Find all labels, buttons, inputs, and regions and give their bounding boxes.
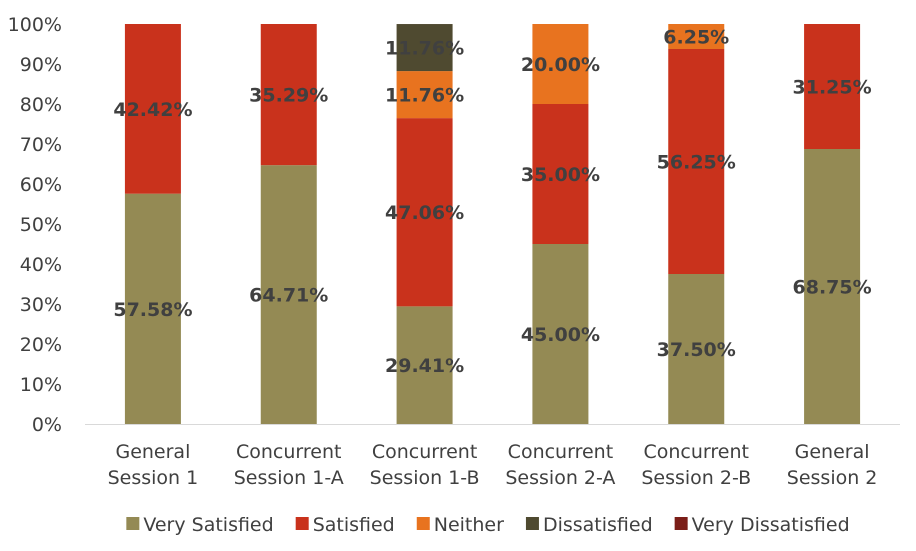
bar-segment bbox=[124, 193, 181, 424]
x-category-label: General bbox=[795, 441, 870, 463]
x-category-label: Session 2 bbox=[787, 467, 878, 489]
legend-label: Satisfied bbox=[313, 514, 395, 536]
legend-swatch bbox=[525, 517, 539, 530]
data-label: 35.00% bbox=[521, 164, 600, 186]
x-category-label: Concurrent bbox=[508, 441, 613, 463]
y-tick-label: 100% bbox=[8, 14, 62, 36]
legend: Very Satisfied Satisfied Neither Dissatisfi… bbox=[126, 514, 850, 536]
y-axis: 0% 10% 20% 30% 40% 50% 60% 70% 80% 90% 100% bbox=[8, 14, 62, 436]
data-labels: 57.58% 42.42% 64.71% 35.29% 29.41% 47.06% 11.7… bbox=[113, 27, 871, 378]
x-category-label: Session 2-B bbox=[641, 467, 751, 489]
legend-label: Very Satisfied bbox=[143, 514, 273, 536]
data-label: 20.00% bbox=[521, 54, 600, 76]
data-label: 64.71% bbox=[249, 285, 328, 307]
x-category-label: General bbox=[115, 441, 190, 463]
x-category-label: Concurrent bbox=[372, 441, 477, 463]
y-tick-label: 0% bbox=[32, 414, 62, 436]
x-category-label: Session 1-A bbox=[234, 467, 344, 489]
bar-segment bbox=[260, 24, 317, 166]
bar-segment bbox=[668, 49, 725, 274]
data-label: 11.76% bbox=[385, 85, 464, 107]
bar-segment bbox=[532, 104, 589, 244]
x-category-label: Concurrent bbox=[236, 441, 341, 463]
bar-segment bbox=[260, 165, 317, 424]
legend-label: Dissatisfied bbox=[543, 514, 653, 536]
y-tick-label: 80% bbox=[20, 94, 62, 116]
bar-segment bbox=[532, 24, 589, 104]
bar-segment bbox=[668, 274, 725, 424]
x-axis: General Session 1 Concurrent Session 1-A Con… bbox=[85, 424, 900, 489]
legend-swatch bbox=[126, 517, 140, 530]
data-label: 68.75% bbox=[793, 277, 872, 299]
bar-segment bbox=[532, 244, 589, 424]
y-tick-label: 20% bbox=[20, 334, 62, 356]
legend-label: Neither bbox=[434, 514, 504, 536]
y-tick-label: 10% bbox=[20, 374, 62, 396]
y-tick-label: 70% bbox=[20, 134, 62, 156]
legend-swatch bbox=[416, 517, 430, 530]
data-label: 6.25% bbox=[663, 27, 729, 49]
data-label: 57.58% bbox=[113, 299, 192, 321]
x-category-label: Concurrent bbox=[644, 441, 749, 463]
x-category-label: Session 1 bbox=[108, 467, 199, 489]
y-tick-label: 60% bbox=[20, 174, 62, 196]
legend-label: Very Dissatisfied bbox=[692, 514, 850, 536]
legend-swatch bbox=[295, 517, 309, 530]
bar-segment bbox=[804, 149, 861, 424]
bar-segment bbox=[396, 306, 453, 424]
x-category-label: Session 2-A bbox=[505, 467, 615, 489]
data-label: 47.06% bbox=[385, 202, 464, 224]
y-tick-label: 50% bbox=[20, 214, 62, 236]
bars bbox=[124, 24, 861, 424]
bar-segment bbox=[396, 71, 453, 119]
data-label: 56.25% bbox=[657, 152, 736, 174]
y-tick-label: 30% bbox=[20, 294, 62, 316]
bar-segment bbox=[396, 24, 453, 72]
data-label: 37.50% bbox=[657, 339, 736, 361]
legend-swatch bbox=[674, 517, 688, 530]
x-category-label: Session 1-B bbox=[370, 467, 480, 489]
bar-segment bbox=[396, 118, 453, 307]
data-label: 45.00% bbox=[521, 324, 600, 346]
data-label: 11.76% bbox=[385, 38, 464, 60]
bar-segment bbox=[804, 24, 861, 149]
y-tick-label: 40% bbox=[20, 254, 62, 276]
bar-segment bbox=[668, 24, 725, 49]
data-label: 42.42% bbox=[113, 99, 192, 121]
bar-segment bbox=[124, 24, 181, 194]
data-label: 31.25% bbox=[793, 77, 872, 99]
y-tick-label: 90% bbox=[20, 54, 62, 76]
data-label: 29.41% bbox=[385, 355, 464, 377]
data-label: 35.29% bbox=[249, 85, 328, 107]
